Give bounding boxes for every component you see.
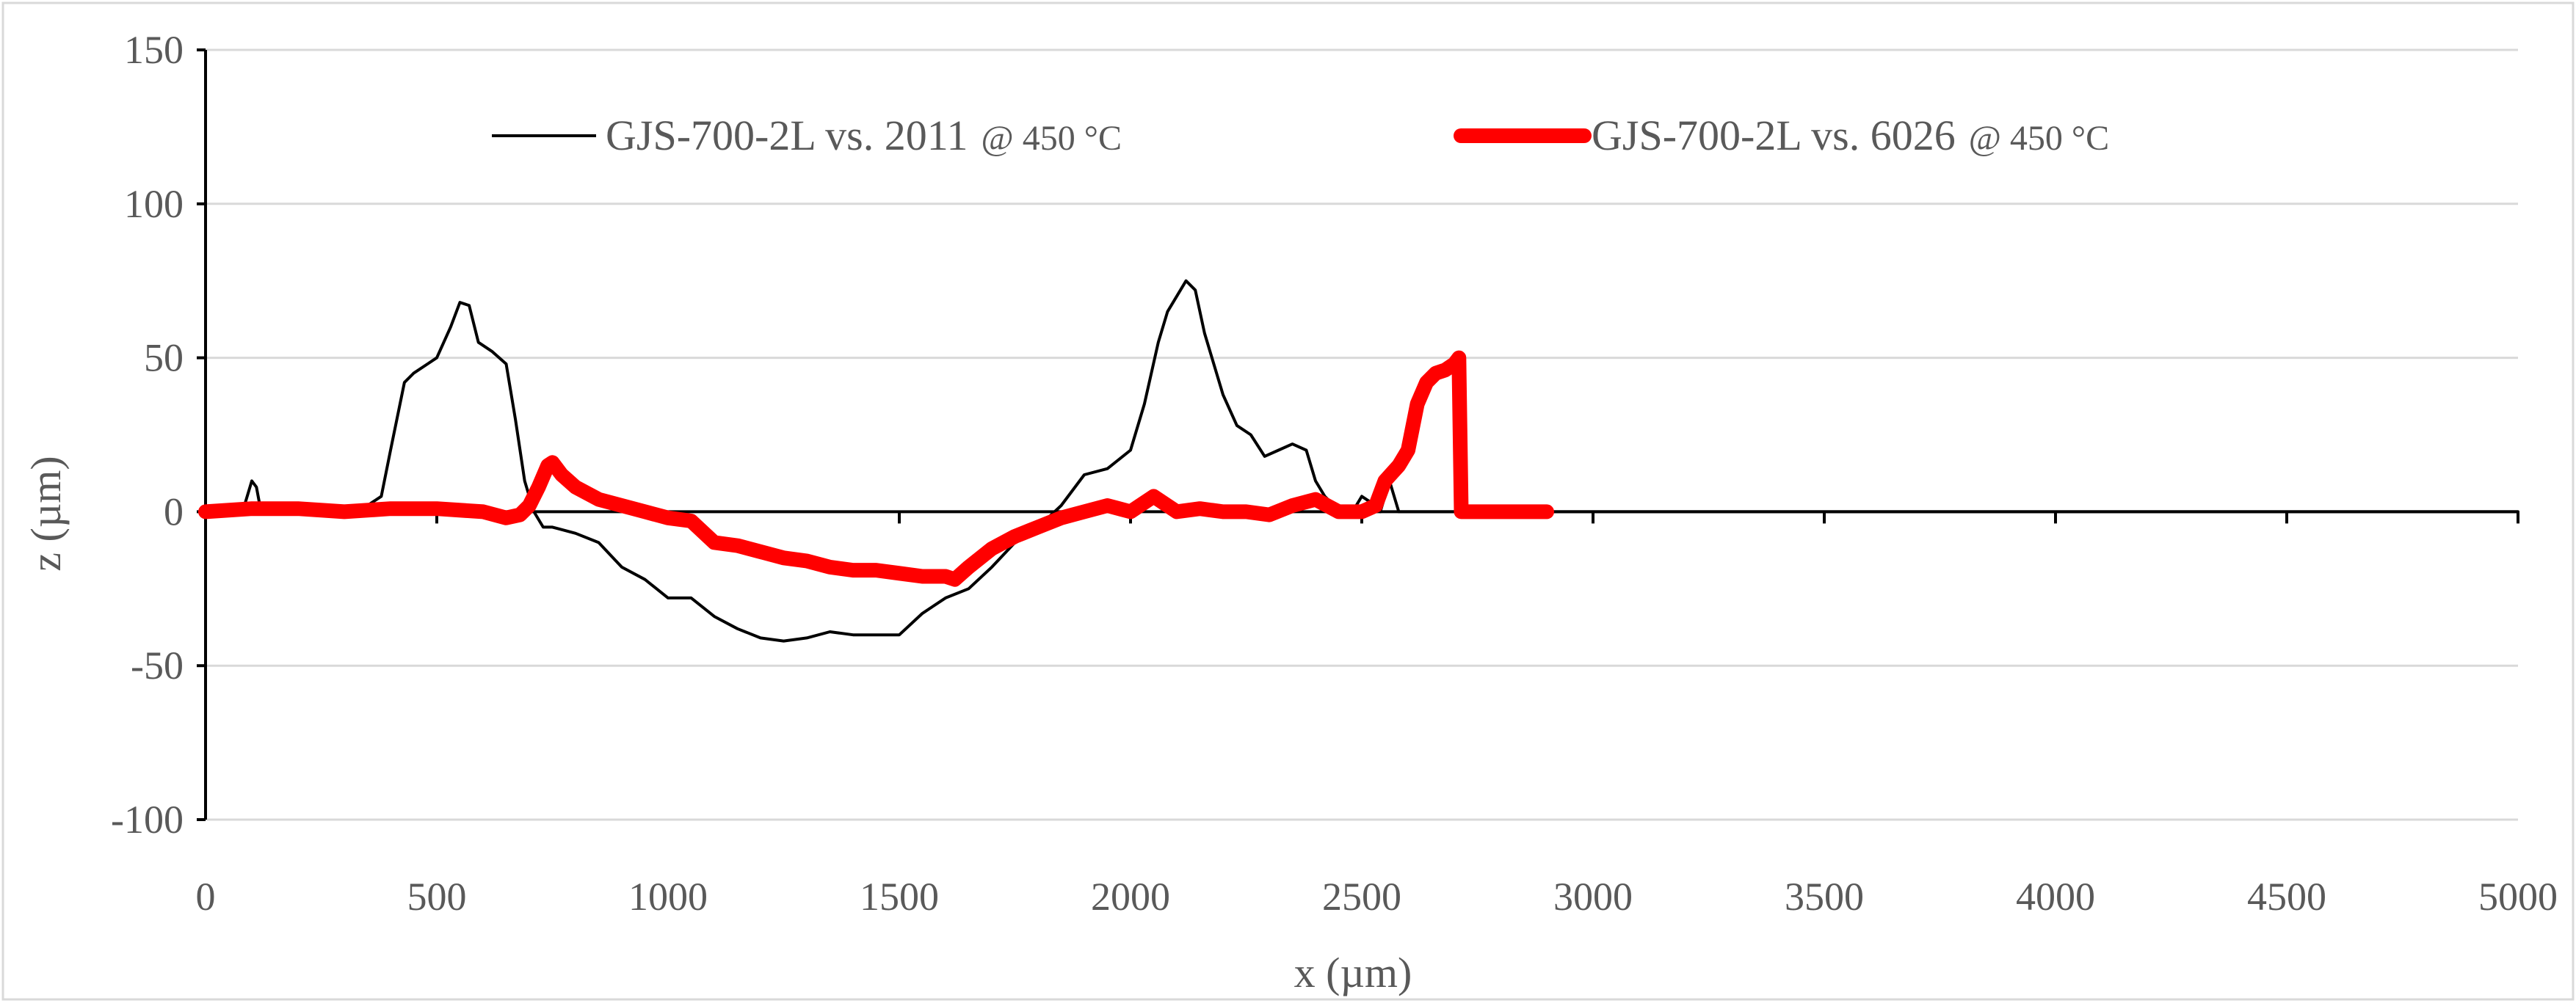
x-tick-label: 2500 xyxy=(1322,875,1401,919)
y-tick-label: 0 xyxy=(164,489,184,533)
x-tick-label: 4000 xyxy=(2016,875,2095,919)
legend-label-series-1: GJS-700-2L vs. 2011 @ 450 °C xyxy=(606,112,1122,159)
x-axis-title: x (µm) xyxy=(1294,949,1412,996)
x-tick-label: 1500 xyxy=(860,875,939,919)
y-tick-label: 50 xyxy=(144,336,184,380)
legend: GJS-700-2L vs. 2011 @ 450 °C GJS-700-2L … xyxy=(492,112,2109,159)
series-line-2 xyxy=(198,350,1554,587)
x-tick-label: 500 xyxy=(407,875,467,919)
x-tick-label: 2000 xyxy=(1091,875,1170,919)
series-lines xyxy=(198,279,2519,643)
y-tick-label: 150 xyxy=(124,28,184,72)
y-axis-title: z (µm) xyxy=(22,456,70,571)
legend-label-series-2: GJS-700-2L vs. 6026 @ 450 °C xyxy=(1592,112,2109,159)
x-tick-label: 5000 xyxy=(2478,875,2558,919)
x-tick-label: 3000 xyxy=(1553,875,1633,919)
x-tick-label: 4500 xyxy=(2247,875,2326,919)
x-tick-label: 0 xyxy=(196,875,216,919)
series-line-1 xyxy=(204,279,2519,643)
x-tick-label: 3500 xyxy=(1785,875,1864,919)
y-tick-label: -50 xyxy=(131,644,184,688)
y-tick-label: 100 xyxy=(124,182,184,226)
x-tick-label: 1000 xyxy=(628,875,708,919)
gridlines xyxy=(206,48,2518,821)
y-tick-label: -100 xyxy=(111,798,184,842)
